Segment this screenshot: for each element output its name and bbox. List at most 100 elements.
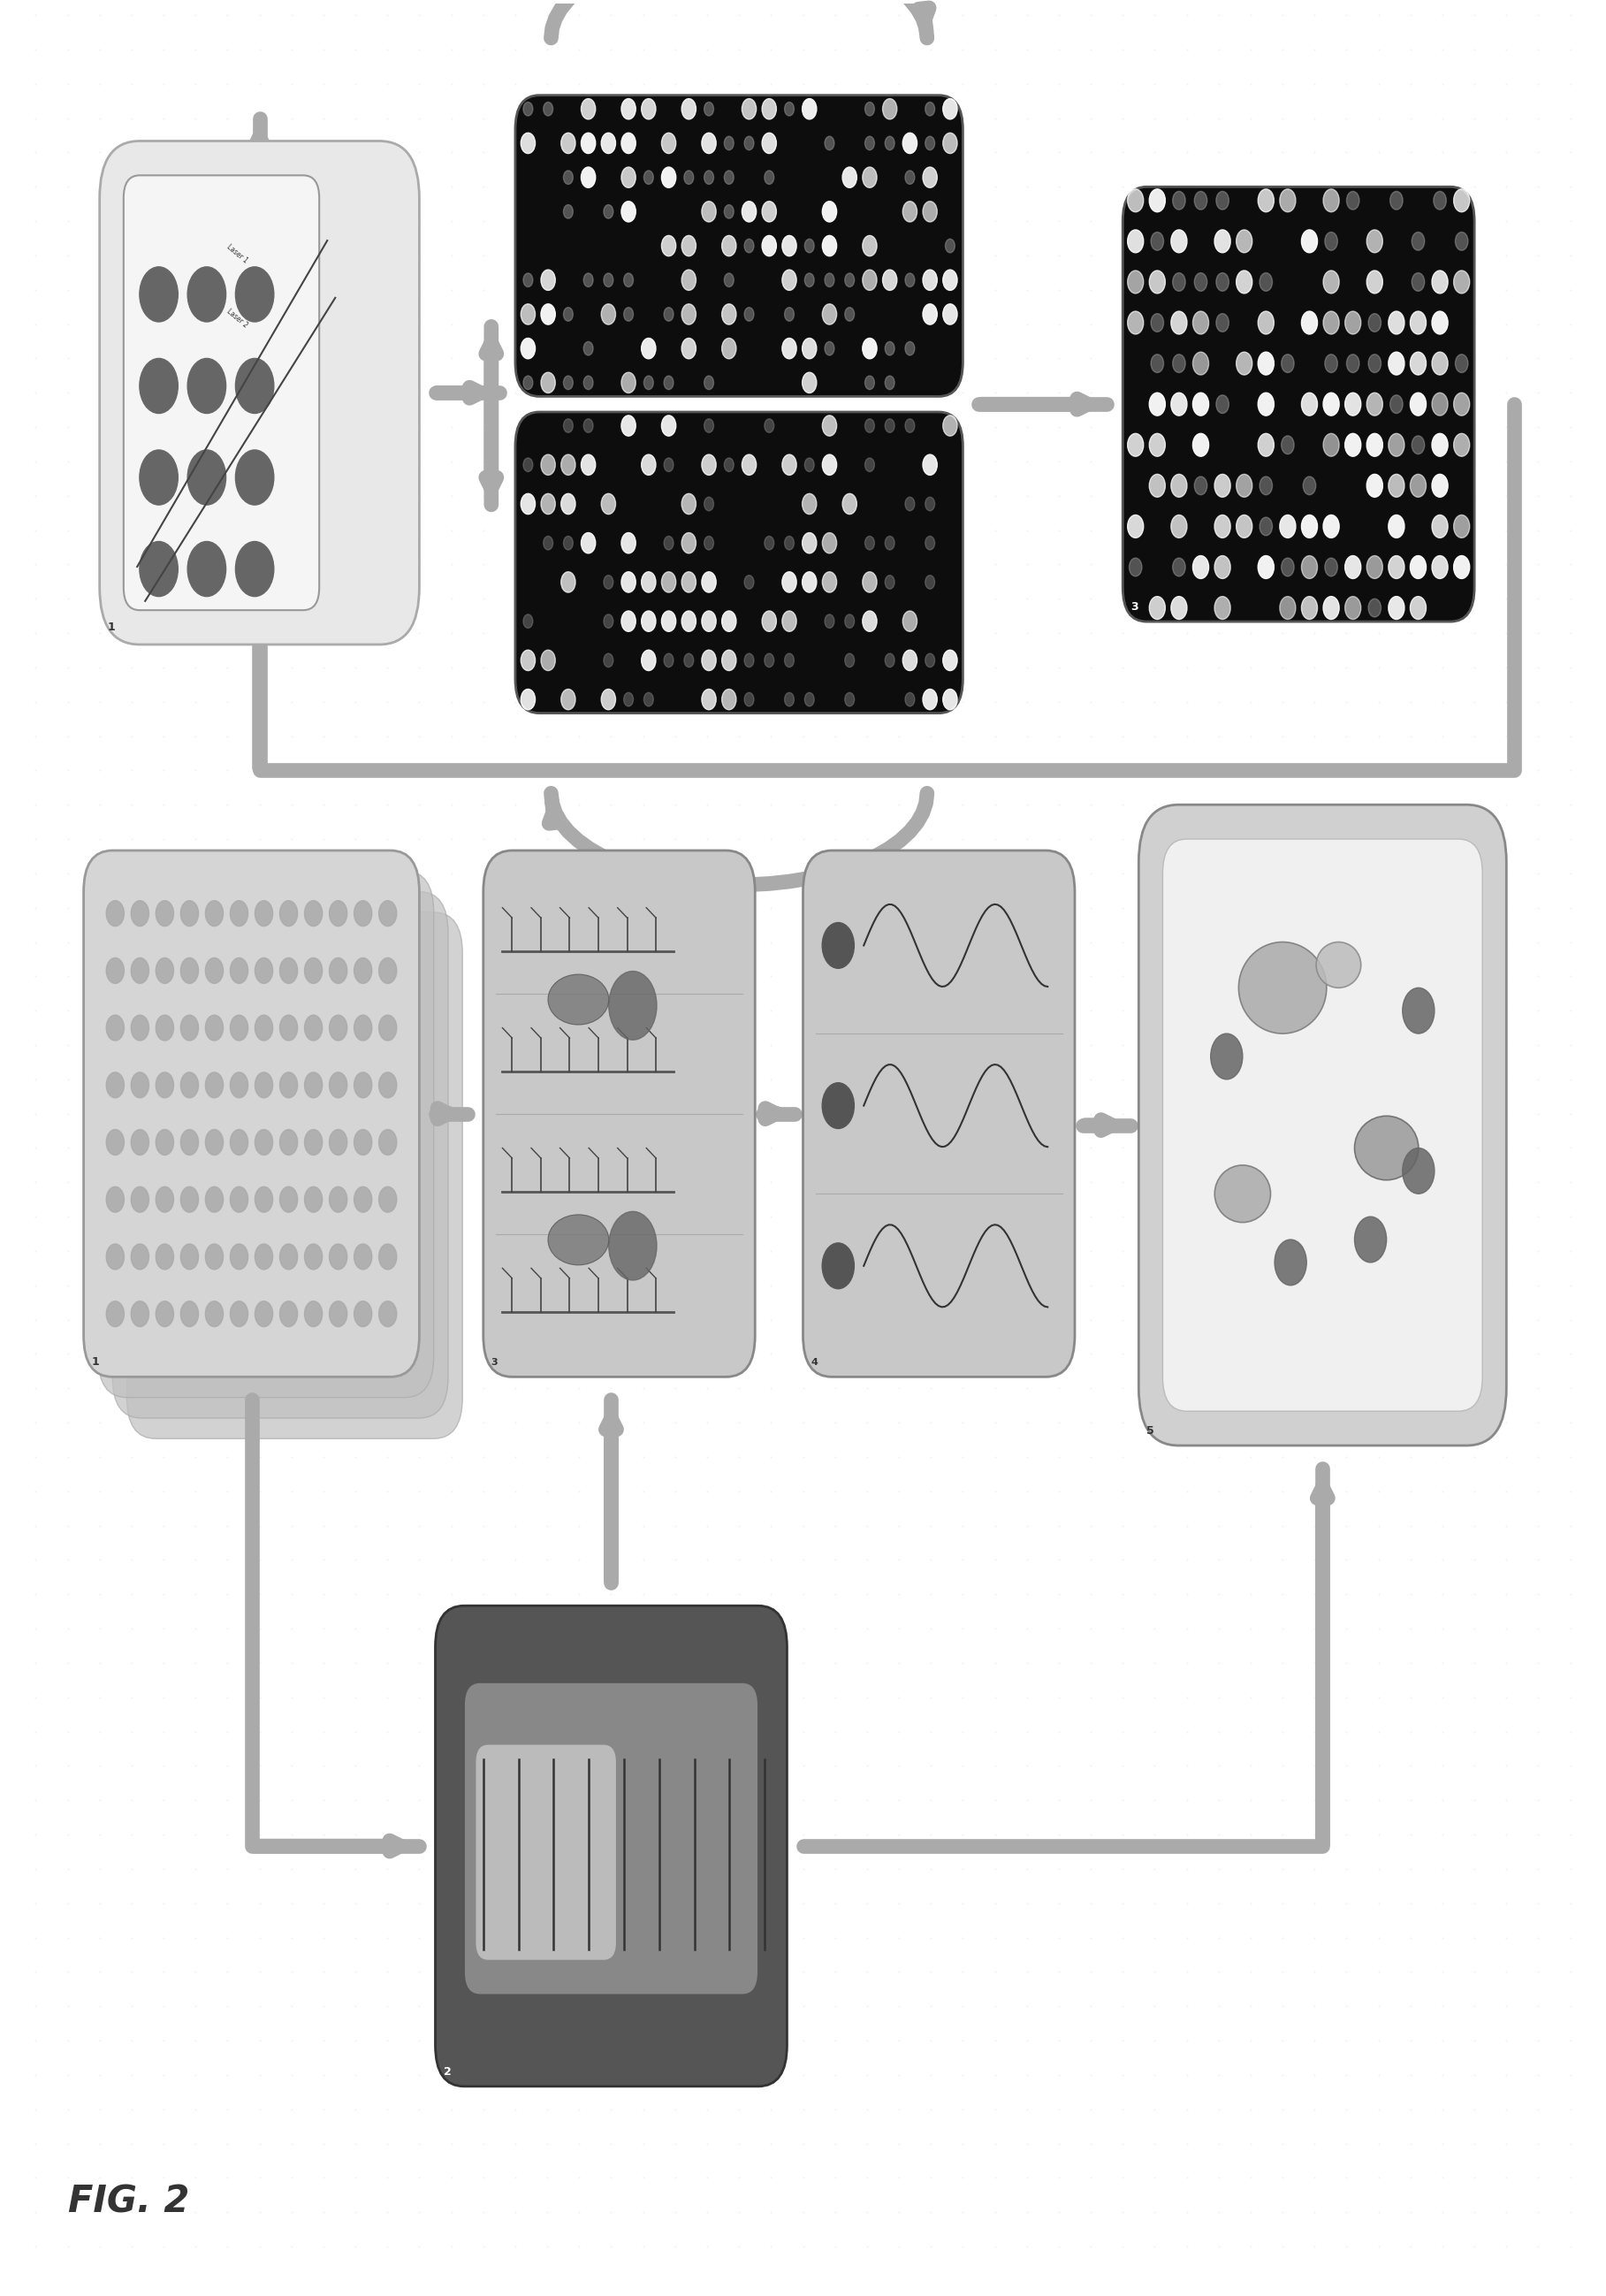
Circle shape xyxy=(1433,271,1449,294)
Circle shape xyxy=(524,101,533,115)
Circle shape xyxy=(1127,230,1143,253)
Circle shape xyxy=(1455,232,1468,250)
Circle shape xyxy=(543,537,552,549)
Circle shape xyxy=(1127,434,1143,457)
Circle shape xyxy=(1127,271,1143,294)
Circle shape xyxy=(1389,312,1404,335)
Circle shape xyxy=(1433,434,1449,457)
Circle shape xyxy=(662,572,676,592)
Circle shape xyxy=(761,99,776,119)
Circle shape xyxy=(279,1244,297,1270)
Circle shape xyxy=(925,576,935,590)
Circle shape xyxy=(1150,188,1166,211)
Circle shape xyxy=(564,418,573,432)
Circle shape xyxy=(564,377,573,390)
Circle shape xyxy=(305,1187,323,1212)
Circle shape xyxy=(353,900,373,925)
Circle shape xyxy=(1402,987,1434,1033)
Circle shape xyxy=(1237,514,1253,537)
Circle shape xyxy=(1193,434,1209,457)
Circle shape xyxy=(604,204,613,218)
Circle shape xyxy=(761,611,776,631)
Circle shape xyxy=(379,1072,397,1097)
Circle shape xyxy=(702,202,716,223)
Circle shape xyxy=(1323,188,1339,211)
Circle shape xyxy=(1211,1033,1243,1079)
Circle shape xyxy=(1389,475,1404,498)
Circle shape xyxy=(866,537,875,549)
Circle shape xyxy=(379,1130,397,1155)
Circle shape xyxy=(353,1244,373,1270)
Ellipse shape xyxy=(1354,1116,1418,1180)
Circle shape xyxy=(906,693,915,707)
Circle shape xyxy=(1344,393,1360,416)
Circle shape xyxy=(943,269,957,289)
Circle shape xyxy=(764,537,774,549)
Circle shape xyxy=(255,1244,273,1270)
Circle shape xyxy=(106,957,124,983)
Circle shape xyxy=(744,239,753,253)
Circle shape xyxy=(866,101,875,115)
Circle shape xyxy=(782,338,797,358)
Circle shape xyxy=(541,269,556,289)
Circle shape xyxy=(1453,514,1469,537)
Circle shape xyxy=(541,303,556,324)
Circle shape xyxy=(622,168,636,188)
Circle shape xyxy=(845,693,854,707)
Circle shape xyxy=(255,1302,273,1327)
Circle shape xyxy=(180,1072,199,1097)
Circle shape xyxy=(564,204,573,218)
Circle shape xyxy=(206,1015,223,1040)
Circle shape xyxy=(622,133,636,154)
Circle shape xyxy=(681,572,695,592)
Circle shape xyxy=(180,1187,199,1212)
Circle shape xyxy=(702,455,716,475)
Circle shape xyxy=(761,236,776,257)
Circle shape xyxy=(520,303,535,324)
Circle shape xyxy=(803,372,816,393)
Circle shape xyxy=(1172,273,1185,292)
Circle shape xyxy=(1237,351,1253,374)
Circle shape xyxy=(644,170,654,184)
Circle shape xyxy=(744,654,753,668)
Circle shape xyxy=(1172,558,1185,576)
Circle shape xyxy=(601,494,615,514)
FancyBboxPatch shape xyxy=(516,411,964,714)
Circle shape xyxy=(230,1244,247,1270)
Circle shape xyxy=(1453,393,1469,416)
Circle shape xyxy=(822,416,837,436)
Circle shape xyxy=(305,1015,323,1040)
Circle shape xyxy=(744,135,753,149)
Circle shape xyxy=(230,1302,247,1327)
Circle shape xyxy=(1301,393,1317,416)
Circle shape xyxy=(305,957,323,983)
Circle shape xyxy=(329,1015,347,1040)
Circle shape xyxy=(1367,434,1383,457)
Circle shape xyxy=(132,1130,149,1155)
Circle shape xyxy=(379,1187,397,1212)
Circle shape xyxy=(156,1015,173,1040)
Circle shape xyxy=(1237,475,1253,498)
Circle shape xyxy=(601,689,615,709)
Circle shape xyxy=(106,1015,124,1040)
Circle shape xyxy=(1325,232,1338,250)
Circle shape xyxy=(825,135,834,149)
Circle shape xyxy=(822,202,837,223)
Circle shape xyxy=(721,303,736,324)
Circle shape xyxy=(663,377,673,390)
Circle shape xyxy=(903,650,917,670)
Circle shape xyxy=(1323,312,1339,335)
Circle shape xyxy=(702,689,716,709)
FancyBboxPatch shape xyxy=(1123,186,1474,622)
Circle shape xyxy=(923,269,938,289)
Circle shape xyxy=(180,1302,199,1327)
Circle shape xyxy=(744,576,753,590)
Circle shape xyxy=(1453,556,1469,579)
Circle shape xyxy=(641,338,655,358)
Text: Laser 1: Laser 1 xyxy=(225,243,249,266)
Circle shape xyxy=(255,1187,273,1212)
Circle shape xyxy=(805,273,814,287)
Circle shape xyxy=(764,418,774,432)
Circle shape xyxy=(206,1302,223,1327)
Circle shape xyxy=(862,236,877,257)
